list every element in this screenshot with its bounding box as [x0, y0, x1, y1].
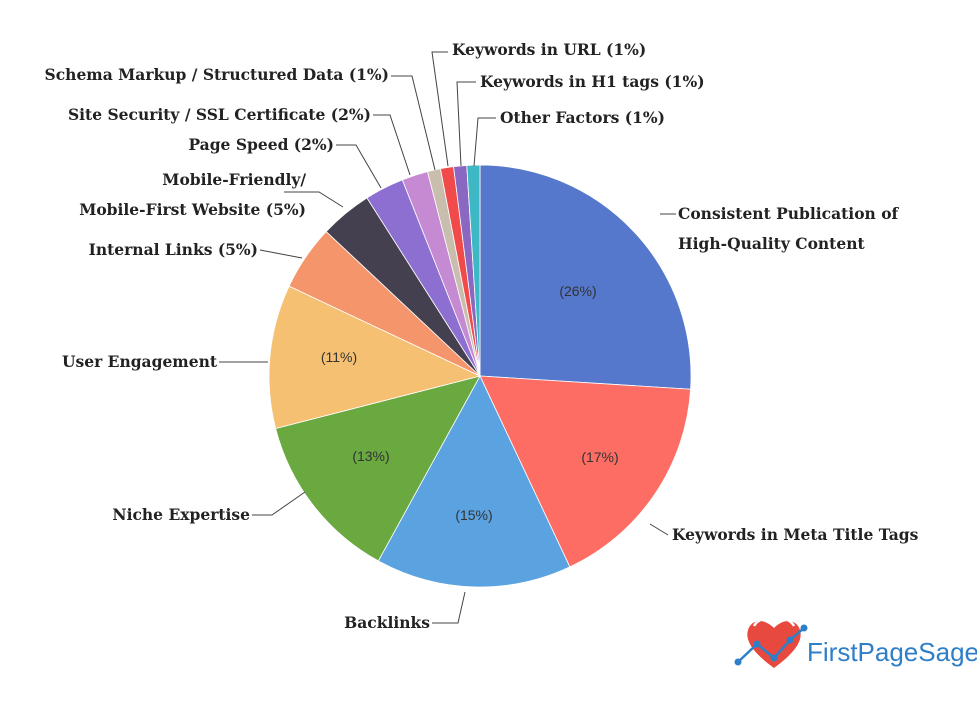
slice-percent-labels: (26%) (17%) (15%) (13%) (11%) [321, 283, 619, 523]
slice-label: Keywords in URL (1%) [452, 40, 646, 59]
slice-label: Backlinks [344, 613, 430, 632]
slice-label: Mobile-Friendly/ [162, 170, 306, 189]
slice-percent-label: (26%) [559, 283, 596, 299]
logo-text: FirstPageSage [807, 637, 977, 667]
pie-slice [466, 164, 481, 377]
leader-line [431, 51, 449, 167]
firstpagesage-logo: FirstPageSage [734, 615, 977, 668]
slice-percent-label: (11%) [321, 349, 357, 365]
slice-label: Keywords in H1 tags (1%) [480, 72, 705, 91]
slice-percent-label: (13%) [352, 448, 389, 464]
slice-percent-label: (17%) [581, 449, 618, 465]
slice-label: Mobile-First Website (5%) [79, 200, 306, 219]
slice-label: Niche Expertise [112, 505, 250, 524]
pie-slice [479, 164, 692, 390]
slice-label: Keywords in Meta Title Tags [672, 525, 919, 544]
slice-label: User Engagement [62, 352, 218, 371]
logo-dot [770, 654, 778, 662]
slice-label: Page Speed (2%) [188, 135, 334, 154]
slice-label: Other Factors (1%) [500, 108, 665, 127]
logo-arc [752, 615, 796, 627]
leader-line [456, 81, 476, 167]
pie-slice [268, 285, 482, 429]
leader-lines [219, 51, 676, 624]
leader-line [284, 191, 344, 208]
slice-label: Internal Links (5%) [89, 240, 258, 259]
slice-percent-label: (15%) [455, 507, 492, 523]
leader-line [373, 114, 411, 176]
pie-slices [268, 164, 692, 588]
slice-label: Schema Markup / Structured Data (1%) [45, 65, 389, 84]
slice-label: Consistent Publication of [678, 204, 900, 223]
logo-dot [734, 658, 742, 666]
slice-labels: Consistent Publication of High-Quality Co… [45, 40, 919, 632]
leader-line [473, 117, 496, 167]
logo-dot [786, 636, 794, 644]
logo-dot [800, 624, 808, 632]
leader-line [432, 591, 466, 624]
leader-line [391, 75, 436, 171]
pie-slice [275, 375, 481, 562]
logo-dot [753, 640, 761, 648]
slice-label: High-Quality Content [678, 234, 865, 253]
leader-line [649, 523, 669, 536]
leader-line [259, 249, 303, 259]
leader-line [252, 491, 306, 516]
logo-heart-icon [747, 621, 801, 668]
slice-label: Site Security / SSL Certificate (2%) [68, 105, 371, 124]
pie-slice [479, 375, 692, 568]
leader-line [336, 144, 382, 189]
pie-slice [377, 375, 571, 588]
